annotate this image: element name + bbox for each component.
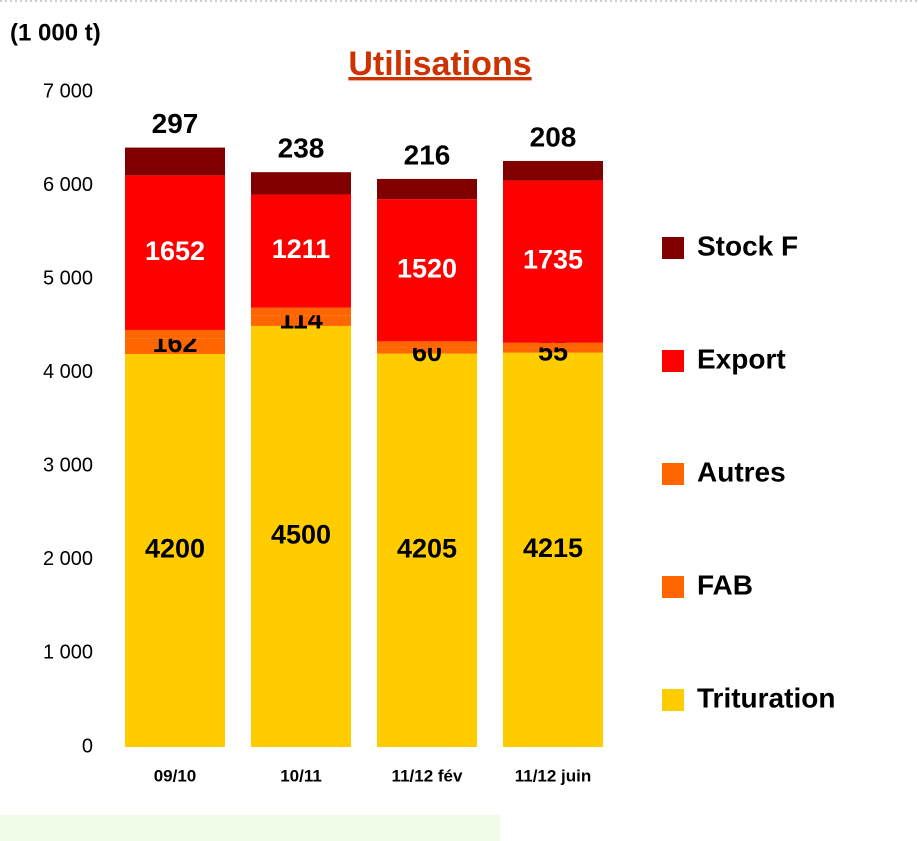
bar-segment [125,329,225,339]
legend-label: Export [697,343,786,374]
data-label: 1520 [397,253,457,283]
bar-segment [377,353,477,747]
bar-segment [377,341,477,348]
x-tick-label: 11/12 fév [392,766,463,785]
data-label: 4500 [271,520,331,550]
y-tick-label: 4 000 [43,361,93,383]
legend-swatch [662,576,684,598]
bar-segment [503,352,603,747]
y-tick-label: 5 000 [43,267,93,289]
chart-title: Utilisations [348,45,531,83]
data-label: 1735 [523,245,583,275]
y-tick-label: 0 [82,735,93,757]
data-label: 297 [152,108,199,139]
legend-label: Autres [697,456,786,487]
bar-segment [503,342,603,348]
bar-segment [503,180,603,343]
legend-label: Stock F [697,230,798,261]
data-label: 208 [530,121,577,152]
bar-segment [251,307,351,316]
x-tick-label: 09/10 [154,766,197,785]
legend-swatch [662,237,684,259]
data-label: 4205 [397,533,457,563]
y-tick-label: 7 000 [43,80,93,102]
bar-segment [251,172,351,195]
footer-band [0,815,500,841]
bar-segment [251,315,351,326]
bar-segment [503,160,603,181]
legend-swatch [662,689,684,711]
bar-segment [125,175,225,330]
y-tick-label: 6 000 [43,174,93,196]
unit-label: (1 000 t) [10,19,101,46]
x-tick-label: 11/12 juin [515,766,592,785]
y-tick-label: 3 000 [43,455,93,477]
data-label: 1211 [272,234,331,264]
data-label: 1652 [145,236,205,266]
x-tick-label: 10/11 [280,766,322,785]
data-label: 4215 [523,533,583,563]
bar-segment [377,199,477,342]
bar-segment [503,347,603,353]
y-tick-label: 1 000 [43,642,93,664]
legend-label: FAB [697,569,753,600]
legend-swatch [662,463,684,485]
y-tick-label: 2 000 [43,548,93,570]
bar-segment [125,338,225,354]
legend-swatch [662,350,684,372]
bar-segment [125,354,225,747]
data-label: 216 [404,139,451,170]
data-label: 238 [278,133,325,164]
bar-segment [377,178,477,200]
bar-segment [377,347,477,354]
bar-segment [251,325,351,747]
bar-segment [251,194,351,308]
data-label: 4200 [145,534,205,564]
bar-segment [125,147,225,176]
legend-label: Trituration [697,682,835,713]
